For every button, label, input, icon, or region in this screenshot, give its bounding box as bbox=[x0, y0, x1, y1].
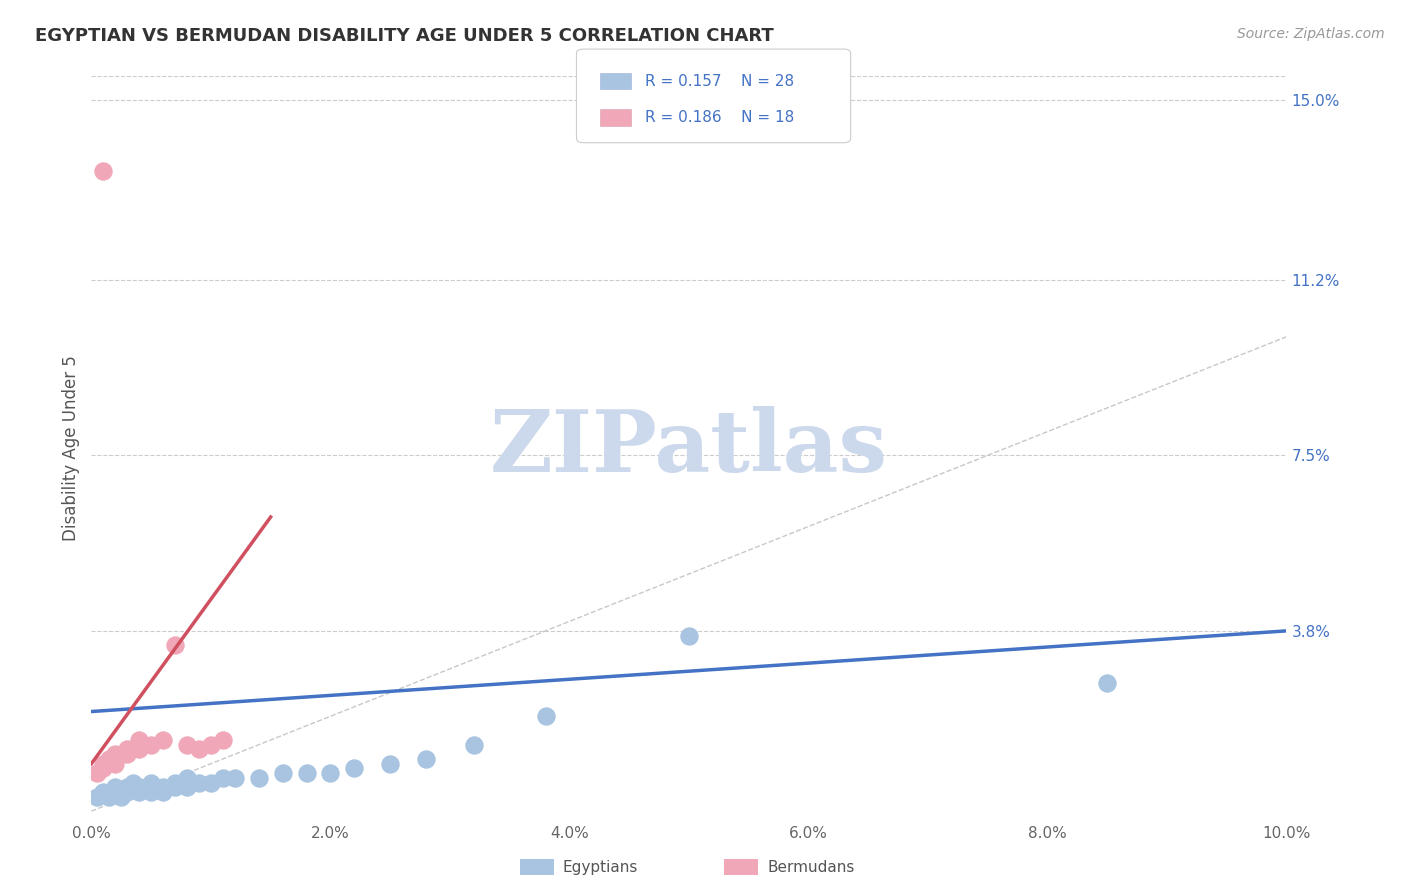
Point bbox=[211, 733, 233, 747]
Point bbox=[110, 789, 132, 804]
Point bbox=[176, 771, 198, 785]
Point bbox=[1097, 676, 1119, 690]
Point bbox=[104, 756, 127, 771]
Text: R = 0.157    N = 28: R = 0.157 N = 28 bbox=[645, 73, 794, 88]
Point bbox=[200, 738, 222, 752]
Point bbox=[152, 780, 174, 795]
Point bbox=[295, 766, 318, 780]
Point bbox=[271, 766, 294, 780]
Point bbox=[224, 771, 246, 785]
Point bbox=[163, 775, 186, 789]
Point bbox=[141, 775, 163, 789]
Point bbox=[93, 756, 115, 771]
Point bbox=[104, 785, 127, 799]
Point bbox=[163, 638, 186, 652]
Point bbox=[93, 785, 115, 799]
Point bbox=[128, 733, 150, 747]
Point bbox=[188, 775, 211, 789]
Point bbox=[319, 766, 342, 780]
Point bbox=[128, 780, 150, 795]
Text: R = 0.186    N = 18: R = 0.186 N = 18 bbox=[645, 110, 794, 125]
Point bbox=[128, 742, 150, 756]
Point bbox=[211, 771, 233, 785]
Point bbox=[104, 747, 127, 762]
Point bbox=[247, 771, 270, 785]
Point bbox=[86, 789, 108, 804]
Text: Source: ZipAtlas.com: Source: ZipAtlas.com bbox=[1237, 27, 1385, 41]
Point bbox=[463, 738, 485, 752]
Point bbox=[98, 752, 121, 766]
Point bbox=[141, 785, 163, 799]
Point bbox=[152, 733, 174, 747]
Point bbox=[128, 785, 150, 799]
Point bbox=[176, 738, 198, 752]
Point bbox=[188, 742, 211, 756]
Point bbox=[141, 738, 163, 752]
Point bbox=[176, 780, 198, 795]
Point bbox=[200, 775, 222, 789]
Point bbox=[122, 775, 145, 789]
Point bbox=[534, 709, 557, 723]
Point bbox=[115, 780, 138, 795]
Point bbox=[98, 789, 121, 804]
Point bbox=[93, 163, 115, 178]
Point bbox=[93, 761, 115, 775]
Point bbox=[115, 785, 138, 799]
Text: Bermudans: Bermudans bbox=[768, 860, 855, 874]
Text: ZIPatlas: ZIPatlas bbox=[489, 406, 889, 491]
Text: Egyptians: Egyptians bbox=[562, 860, 638, 874]
Point bbox=[678, 629, 700, 643]
Text: EGYPTIAN VS BERMUDAN DISABILITY AGE UNDER 5 CORRELATION CHART: EGYPTIAN VS BERMUDAN DISABILITY AGE UNDE… bbox=[35, 27, 773, 45]
Point bbox=[380, 756, 402, 771]
Point bbox=[343, 761, 366, 775]
Y-axis label: Disability Age Under 5: Disability Age Under 5 bbox=[62, 355, 80, 541]
Point bbox=[115, 742, 138, 756]
Point bbox=[152, 785, 174, 799]
Point bbox=[115, 747, 138, 762]
Point bbox=[163, 780, 186, 795]
Point bbox=[104, 780, 127, 795]
Point bbox=[415, 752, 437, 766]
Point bbox=[86, 766, 108, 780]
